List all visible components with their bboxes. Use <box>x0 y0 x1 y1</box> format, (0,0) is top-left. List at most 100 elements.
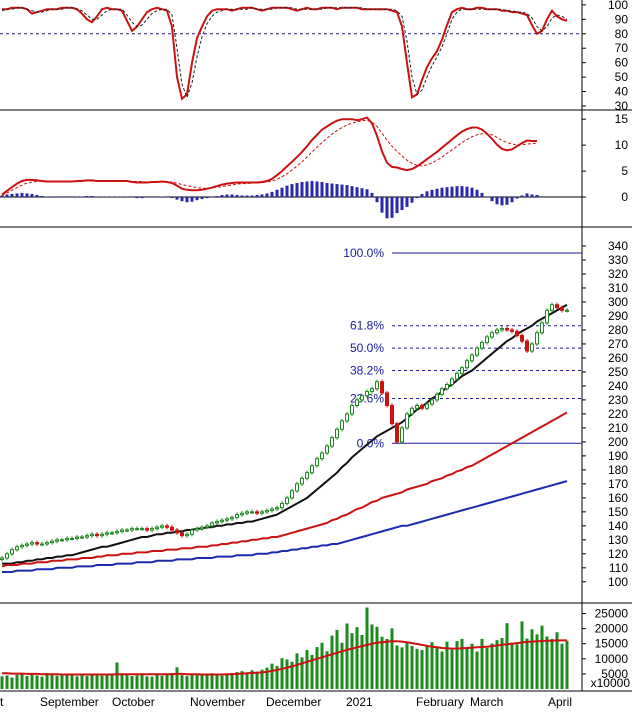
y-tick-label: 130 <box>608 533 628 547</box>
candle-body <box>425 403 429 409</box>
candle-body <box>525 340 529 352</box>
macd-histogram-bar <box>170 197 174 199</box>
moving-average-line-3 <box>2 480 568 573</box>
macd-histogram-bar <box>325 183 329 198</box>
volume-bar <box>450 649 454 689</box>
volume-bar <box>405 641 409 689</box>
candle-body <box>355 399 359 407</box>
macd-histogram-bar <box>115 196 119 198</box>
y-tick-label: 170 <box>608 477 628 491</box>
macd-histogram-bar <box>370 192 374 198</box>
candle-body <box>405 413 409 429</box>
volume-bar <box>380 636 384 689</box>
macd-histogram-bar <box>15 193 19 198</box>
volume-bar <box>260 669 264 689</box>
y-tick-label: 220 <box>608 407 628 421</box>
macd-histogram-bar <box>25 193 29 198</box>
macd-histogram-bar <box>350 186 354 198</box>
candle-body <box>65 537 69 541</box>
y-tick-label: 15 <box>615 112 629 126</box>
macd-histogram-bar <box>65 197 69 198</box>
volume-bar <box>355 627 359 689</box>
macd-histogram-bar <box>230 194 234 198</box>
candle-body <box>515 330 519 337</box>
macd-histogram-bar <box>105 196 109 198</box>
macd-histogram-bar <box>240 195 244 198</box>
macd-histogram-bar <box>355 187 359 198</box>
price-panel: 1001101201301401501601701801902002102202… <box>0 239 628 589</box>
macd-histogram-bar <box>410 197 414 203</box>
candle-body <box>215 521 219 524</box>
candle-body <box>135 528 139 531</box>
macd-line <box>1 116 537 196</box>
macd-histogram-bar <box>405 197 409 207</box>
candle-body <box>465 360 469 369</box>
macd-histogram-bar <box>300 181 304 198</box>
y-tick-label: 120 <box>608 547 628 561</box>
macd-histogram-bar <box>330 183 334 198</box>
volume-bar <box>270 663 274 689</box>
fibonacci-level-label: 61.8% <box>350 319 384 333</box>
candle-body <box>305 472 309 479</box>
volume-bar <box>325 651 329 689</box>
candle-body <box>115 530 119 534</box>
macd-histogram-bar <box>265 193 269 198</box>
candle-body <box>325 445 329 454</box>
y-tick-label: 250 <box>608 365 628 379</box>
macd-histogram-bar <box>75 196 79 198</box>
volume-bar <box>15 674 19 689</box>
volume-bar <box>65 673 69 689</box>
candle-body <box>300 477 304 485</box>
volume-bar <box>55 675 59 689</box>
volume-bar <box>40 676 44 689</box>
volume-bar <box>305 650 309 689</box>
macd-histogram-bar <box>140 197 144 199</box>
x-tick-label: t <box>0 695 4 709</box>
y-tick-label: 180 <box>608 463 628 477</box>
macd-histogram-bar <box>0 195 4 198</box>
candle-body <box>275 507 279 510</box>
macd-histogram-bar <box>210 197 214 198</box>
candle-body <box>30 542 34 545</box>
volume-bar <box>105 675 109 689</box>
candle-body <box>315 458 319 467</box>
macd-histogram-bar <box>400 197 404 211</box>
x-tick-label: March <box>470 695 503 709</box>
macd-histogram-bar <box>150 197 154 198</box>
x-tick-label: November <box>190 695 245 709</box>
volume-bar <box>95 673 99 689</box>
panel-frames <box>0 0 632 692</box>
candle-body <box>175 529 179 534</box>
candle-body <box>500 328 504 331</box>
macd-histogram-bar <box>525 193 529 198</box>
macd-histogram-bar <box>190 197 194 202</box>
candle-body <box>230 516 234 520</box>
macd-histogram-bar <box>235 194 239 198</box>
macd-histogram-bar <box>365 189 369 198</box>
macd-histogram-bar <box>455 186 459 198</box>
volume-bar <box>225 674 229 689</box>
macd-histogram-bar <box>530 194 534 198</box>
candle-body <box>520 335 524 342</box>
candle-body <box>125 529 129 532</box>
volume-bar <box>345 623 349 689</box>
macd-histogram-bar <box>165 197 169 198</box>
macd-histogram-bar <box>360 188 364 198</box>
volume-bar <box>295 653 299 689</box>
volume-bar <box>515 644 519 689</box>
x-tick-label: October <box>112 695 155 709</box>
volume-bar <box>510 642 514 689</box>
y-tick-label: 30 <box>615 99 629 113</box>
candle-body <box>435 393 439 401</box>
volume-bar <box>50 674 54 689</box>
candle-body <box>195 528 199 531</box>
x-axis: t September October November December 20… <box>0 695 572 709</box>
volume-bar <box>360 634 364 689</box>
candle-body <box>410 407 414 415</box>
macd-histogram-bar <box>440 187 444 198</box>
macd-histogram-bar <box>415 197 419 199</box>
macd-histogram-bar <box>255 194 259 198</box>
volume-bar <box>110 674 114 689</box>
